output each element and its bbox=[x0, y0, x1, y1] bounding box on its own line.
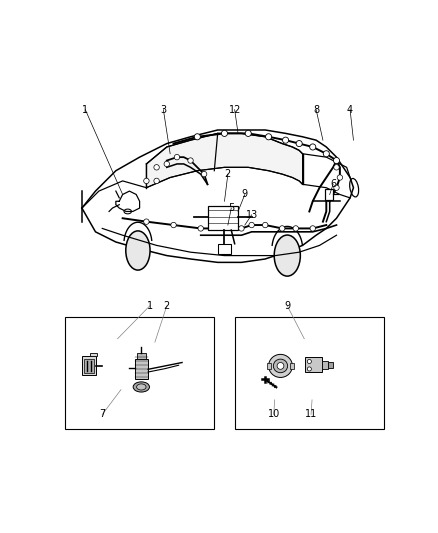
Circle shape bbox=[198, 225, 203, 231]
Bar bbox=[82, 357, 96, 375]
Circle shape bbox=[334, 185, 339, 190]
Circle shape bbox=[194, 134, 200, 140]
Circle shape bbox=[296, 141, 302, 147]
Text: 1: 1 bbox=[82, 104, 88, 115]
Ellipse shape bbox=[133, 382, 149, 392]
Bar bbox=[305, 358, 322, 373]
Circle shape bbox=[310, 225, 315, 231]
Bar bbox=[90, 353, 97, 357]
Circle shape bbox=[239, 225, 244, 231]
Text: 9: 9 bbox=[284, 301, 290, 311]
Text: 9: 9 bbox=[242, 190, 248, 199]
Circle shape bbox=[277, 362, 284, 369]
Text: 6: 6 bbox=[330, 179, 336, 189]
Text: 4: 4 bbox=[347, 104, 353, 115]
Bar bbox=[65, 317, 214, 429]
Polygon shape bbox=[82, 130, 353, 262]
Ellipse shape bbox=[274, 235, 300, 276]
Text: 11: 11 bbox=[305, 409, 317, 419]
Ellipse shape bbox=[273, 359, 288, 373]
Ellipse shape bbox=[126, 231, 150, 270]
Circle shape bbox=[337, 175, 343, 180]
Circle shape bbox=[323, 151, 329, 157]
Circle shape bbox=[171, 222, 176, 228]
Bar bbox=[267, 362, 271, 369]
Circle shape bbox=[283, 137, 289, 143]
Ellipse shape bbox=[268, 354, 293, 377]
Ellipse shape bbox=[137, 384, 146, 390]
Text: 7: 7 bbox=[99, 409, 106, 419]
Circle shape bbox=[222, 131, 227, 136]
Bar bbox=[235, 317, 384, 429]
Circle shape bbox=[293, 225, 298, 231]
Circle shape bbox=[307, 359, 311, 364]
Bar bbox=[84, 359, 94, 373]
Circle shape bbox=[201, 172, 207, 177]
Circle shape bbox=[262, 222, 268, 228]
Circle shape bbox=[154, 165, 159, 170]
Circle shape bbox=[188, 158, 193, 163]
Polygon shape bbox=[116, 191, 140, 212]
Circle shape bbox=[164, 161, 170, 167]
Bar bbox=[322, 361, 328, 369]
Circle shape bbox=[279, 225, 285, 231]
Circle shape bbox=[307, 367, 311, 371]
Bar bbox=[290, 362, 294, 369]
Circle shape bbox=[144, 178, 149, 184]
Circle shape bbox=[310, 144, 316, 150]
Bar bbox=[134, 359, 148, 379]
Bar bbox=[208, 206, 238, 230]
Circle shape bbox=[265, 134, 272, 140]
Bar bbox=[325, 189, 333, 199]
Circle shape bbox=[334, 165, 339, 170]
Circle shape bbox=[154, 178, 159, 184]
Polygon shape bbox=[146, 133, 303, 188]
Text: 5: 5 bbox=[228, 203, 234, 213]
Bar bbox=[328, 362, 333, 368]
Circle shape bbox=[144, 219, 149, 224]
Circle shape bbox=[249, 222, 254, 228]
Bar bbox=[137, 353, 146, 359]
Text: 12: 12 bbox=[229, 104, 241, 115]
Circle shape bbox=[245, 131, 251, 136]
Text: 2: 2 bbox=[225, 169, 231, 179]
Text: 2: 2 bbox=[164, 301, 170, 311]
Text: 10: 10 bbox=[268, 409, 280, 419]
Text: 8: 8 bbox=[313, 104, 319, 115]
Circle shape bbox=[174, 155, 180, 160]
Text: 3: 3 bbox=[160, 104, 166, 115]
Bar bbox=[218, 244, 231, 254]
Text: 1: 1 bbox=[147, 301, 153, 311]
Circle shape bbox=[333, 157, 339, 164]
Text: 13: 13 bbox=[246, 210, 258, 220]
